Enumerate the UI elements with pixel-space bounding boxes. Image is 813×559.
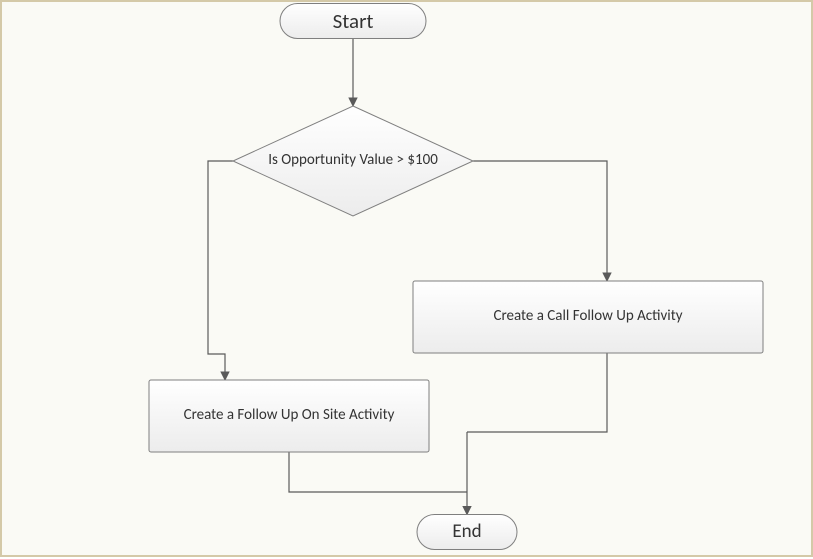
node-end [417, 515, 517, 550]
node-onsite_followup [149, 380, 429, 452]
edge-onsite-to-merge [289, 452, 467, 492]
edge-call-to-merge [467, 353, 607, 432]
node-decision [233, 106, 473, 216]
node-call_followup [413, 281, 763, 353]
node-start [280, 4, 426, 39]
edge-decision-right [473, 161, 607, 281]
flowchart-svg [2, 2, 813, 559]
flowchart-canvas: StartIs Opportunity Value > $100Create a… [0, 0, 813, 557]
edge-decision-left [208, 161, 233, 380]
